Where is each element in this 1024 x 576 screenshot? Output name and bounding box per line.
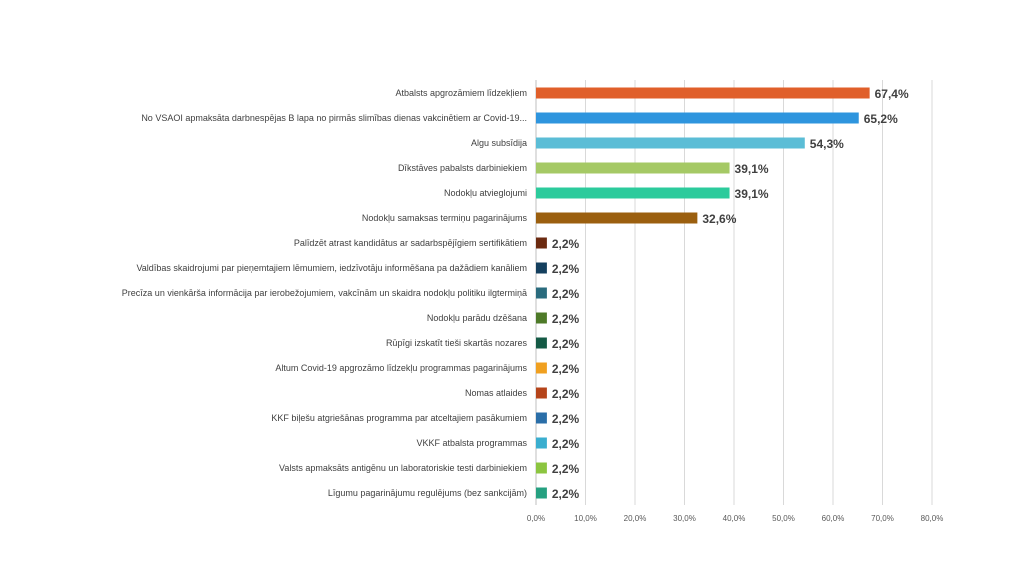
bar	[536, 112, 859, 124]
data-label: 54,3%	[810, 137, 844, 151]
x-tick-label: 40,0%	[723, 514, 746, 523]
bar	[536, 487, 547, 499]
category-label: Nodokļu atvieglojumi	[444, 188, 527, 198]
data-label: 2,2%	[552, 237, 580, 251]
category-label: Algu subsīdija	[471, 138, 527, 148]
category-label: Nodokļu parādu dzēšana	[427, 313, 527, 323]
x-tick-label: 0,0%	[527, 514, 545, 523]
bar	[536, 137, 805, 149]
category-label: VKKF atbalsta programmas	[416, 438, 527, 448]
category-label: Valdības skaidrojumi par pieņemtajiem lē…	[136, 263, 527, 273]
data-label: 2,2%	[552, 437, 580, 451]
bar	[536, 437, 547, 449]
category-label: KKF biļešu atgriešānas programma par atc…	[271, 413, 527, 423]
category-label: Precīza un vienkārša informācija par ier…	[122, 288, 527, 298]
x-tick-label: 80,0%	[921, 514, 944, 523]
x-tick-label: 20,0%	[624, 514, 647, 523]
x-tick-label: 60,0%	[822, 514, 845, 523]
data-label: 2,2%	[552, 412, 580, 426]
x-tick-label: 30,0%	[673, 514, 696, 523]
bar	[536, 462, 547, 474]
category-label: Atbalsts apgrozāmiem līdzekļiem	[395, 88, 527, 98]
bar	[536, 287, 547, 299]
data-label: 67,4%	[875, 87, 909, 101]
bar	[536, 412, 547, 424]
bar	[536, 337, 547, 349]
bar	[536, 387, 547, 399]
x-tick-label: 10,0%	[574, 514, 597, 523]
data-label: 32,6%	[702, 212, 736, 226]
data-label: 2,2%	[552, 462, 580, 476]
data-label: 2,2%	[552, 387, 580, 401]
bar	[536, 162, 730, 174]
category-label: Altum Covid-19 apgrozāmo līdzekļu progra…	[275, 363, 527, 373]
category-label: Līgumu pagarinājumu regulējums (bez sank…	[328, 488, 527, 498]
bar	[536, 187, 730, 199]
category-label: Dīkstāves pabalsts darbiniekiem	[398, 163, 527, 173]
bar	[536, 262, 547, 274]
data-label: 2,2%	[552, 287, 580, 301]
bar	[536, 212, 698, 224]
category-label: Nomas atlaides	[465, 388, 528, 398]
bar	[536, 237, 547, 249]
data-label: 39,1%	[735, 162, 769, 176]
x-tick-label: 50,0%	[772, 514, 795, 523]
bar	[536, 87, 870, 99]
data-label: 2,2%	[552, 362, 580, 376]
data-label: 39,1%	[735, 187, 769, 201]
data-label: 65,2%	[864, 112, 898, 126]
data-label: 2,2%	[552, 312, 580, 326]
category-label: No VSAOI apmaksāta darbnespējas B lapa n…	[141, 113, 527, 123]
category-label: Palīdzēt atrast kandidātus ar sadarbspēj…	[294, 238, 527, 248]
bar	[536, 362, 547, 374]
data-label: 2,2%	[552, 487, 580, 501]
category-label: Valsts apmaksāts antigēnu un laboratoris…	[279, 463, 527, 473]
category-label: Rūpīgi izskatīt tieši skartās nozares	[386, 338, 528, 348]
bar	[536, 312, 547, 324]
data-label: 2,2%	[552, 337, 580, 351]
data-label: 2,2%	[552, 262, 580, 276]
x-tick-label: 70,0%	[871, 514, 894, 523]
category-label: Nodokļu samaksas termiņu pagarinājums	[362, 213, 528, 223]
